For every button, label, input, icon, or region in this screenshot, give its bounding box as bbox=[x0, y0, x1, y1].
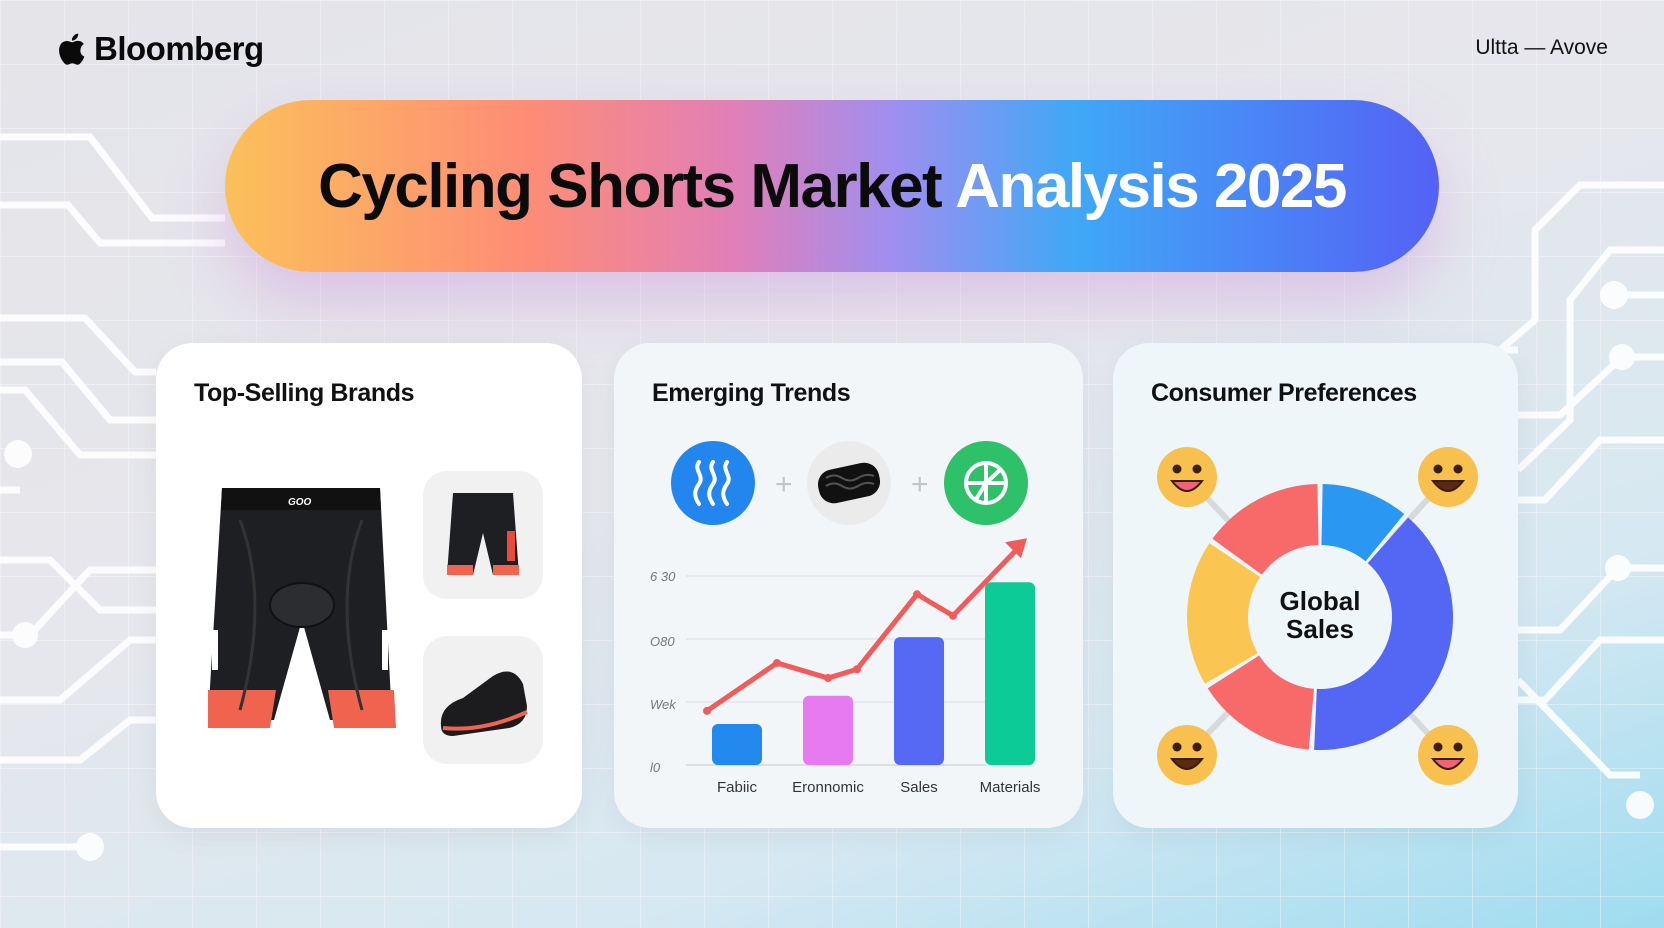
x-tick-label: Materials bbox=[979, 779, 1041, 796]
trend-point bbox=[853, 665, 861, 674]
laughing-face-icon bbox=[1418, 725, 1478, 785]
trend-point bbox=[824, 674, 832, 683]
trend-arrow-head bbox=[1005, 538, 1027, 559]
brand-thumbnail-shoe[interactable] bbox=[423, 636, 543, 764]
apple-icon bbox=[59, 33, 85, 65]
heat-waves-icon bbox=[671, 441, 755, 525]
grinning-face-icon bbox=[1157, 447, 1217, 507]
brand-logo[interactable]: Bloomberg bbox=[56, 30, 264, 68]
bar-sales[interactable] bbox=[894, 637, 944, 765]
center-label-line1: Global bbox=[1279, 586, 1361, 616]
trend-point bbox=[949, 611, 957, 620]
cycling-shorts-image: GOO bbox=[208, 488, 396, 728]
trend-point bbox=[703, 706, 711, 715]
donut-slice-2[interactable] bbox=[1314, 517, 1453, 750]
consumer-preferences-card[interactable]: Consumer Preferences Global Sales bbox=[1113, 343, 1518, 828]
center-label-line2: Sales bbox=[1286, 614, 1354, 644]
card-title: Consumer Preferences bbox=[1151, 379, 1417, 407]
page-title-main: Cycling Shorts Market bbox=[318, 151, 943, 221]
trend-line bbox=[704, 544, 1022, 714]
shorts-logo: GOO bbox=[288, 497, 312, 508]
card-title: Emerging Trends bbox=[652, 379, 851, 407]
x-tick-label: Fabiic bbox=[716, 779, 758, 796]
x-tick-label: Eronnomic bbox=[792, 779, 864, 796]
trend-point bbox=[913, 590, 921, 599]
bar-eronnomic[interactable] bbox=[803, 695, 853, 765]
title-banner: Cycling Shorts Market Analysis 2025 bbox=[225, 100, 1439, 272]
donut-slice-1[interactable] bbox=[1321, 484, 1405, 562]
header-tagline: Ultta — Avove bbox=[1475, 36, 1608, 59]
cycling-shoe-icon bbox=[440, 671, 528, 736]
top-selling-brands-card[interactable]: Top-Selling Brands GOO bbox=[156, 343, 582, 828]
global-sales-donut-chart bbox=[1157, 447, 1478, 785]
shorts-thumbnail-icon bbox=[447, 493, 519, 575]
donut-slice-3[interactable] bbox=[1207, 655, 1314, 750]
trends-bar-chart bbox=[686, 538, 1035, 766]
y-tick-label: 6 30 bbox=[650, 569, 676, 584]
smiling-face-open-mouth-icon bbox=[1418, 447, 1478, 507]
trend-point bbox=[773, 658, 781, 667]
plus-icon: + bbox=[911, 468, 929, 501]
plus-icon: + bbox=[775, 468, 793, 501]
brand-thumbnail-shorts[interactable] bbox=[423, 471, 543, 599]
y-tick-label: O80 bbox=[650, 634, 675, 649]
emerging-trends-card[interactable]: Emerging Trends + + l0 Wek O80 6 30 Fabi… bbox=[614, 343, 1083, 828]
brand-name: Bloomberg bbox=[94, 30, 264, 67]
bar-materials[interactable] bbox=[985, 582, 1035, 765]
card-title: Top-Selling Brands bbox=[194, 379, 415, 407]
donut-slice-5[interactable] bbox=[1212, 484, 1319, 575]
smiling-face-icon bbox=[1157, 725, 1217, 785]
bar-fabiic[interactable] bbox=[712, 724, 762, 765]
tread-pad-icon bbox=[807, 441, 891, 525]
y-tick-label: Wek bbox=[650, 697, 676, 712]
x-tick-label: Sales bbox=[900, 779, 938, 796]
donut-slice-4[interactable] bbox=[1187, 543, 1261, 684]
y-tick-label: l0 bbox=[650, 760, 661, 775]
page-title-highlight: Analysis 2025 bbox=[955, 151, 1347, 221]
wheel-icon bbox=[944, 441, 1028, 525]
